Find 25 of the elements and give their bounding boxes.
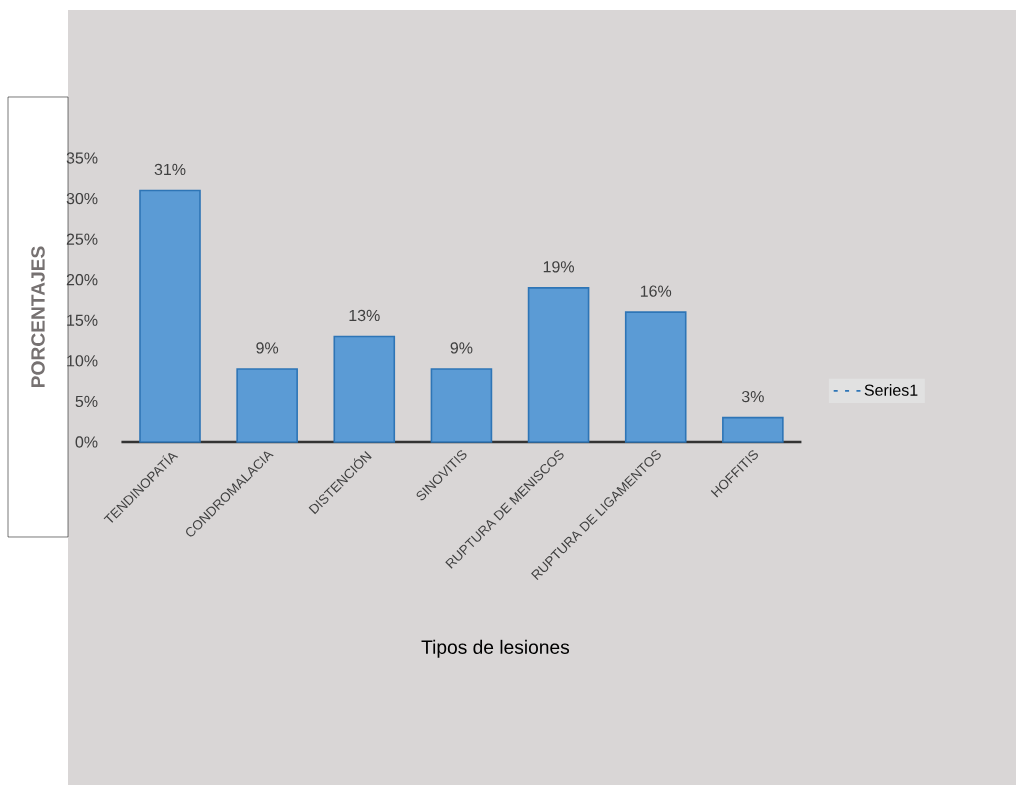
bar <box>236 368 298 443</box>
data-label: 19% <box>543 261 575 273</box>
data-label: 31% <box>154 163 186 176</box>
data-label: 16% <box>640 285 672 297</box>
bar <box>333 335 396 443</box>
bar <box>624 311 687 443</box>
bar <box>722 416 784 443</box>
data-label: 9% <box>256 342 279 354</box>
y-tick-label: 5% <box>75 395 98 408</box>
y-tick-label: 25% <box>66 233 98 245</box>
data-label: 3% <box>741 390 764 403</box>
y-tick-label: 0% <box>75 436 98 448</box>
y-tick-label: 35% <box>66 152 98 164</box>
y-tick-label: 30% <box>66 192 98 205</box>
legend-label: Series1 <box>864 384 918 396</box>
y-axis-title: PORCENTAJES <box>31 246 45 388</box>
data-label: 9% <box>450 342 473 354</box>
bar <box>139 189 201 443</box>
x-axis-title: Tipos de lesiones <box>421 639 570 658</box>
y-tick-label: 10% <box>67 355 98 367</box>
bar <box>430 368 493 443</box>
y-tick-label: 15% <box>67 314 98 326</box>
y-tick-label: 20% <box>66 274 98 286</box>
data-label: 13% <box>349 309 380 322</box>
bar <box>527 287 590 443</box>
